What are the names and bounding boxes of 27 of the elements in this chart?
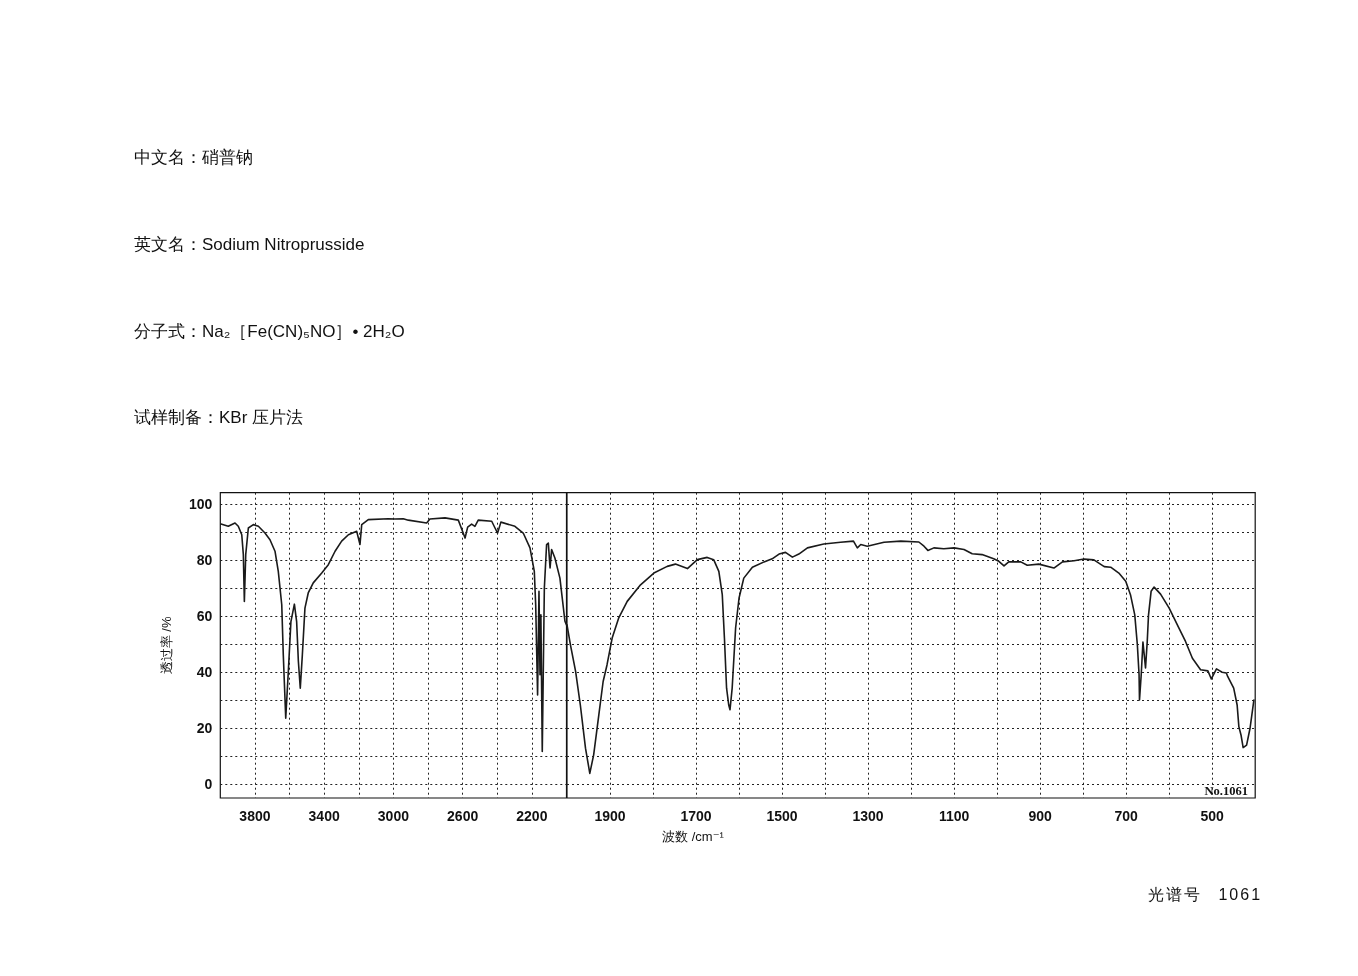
text: 光谱号 1061 xyxy=(1148,885,1263,905)
x-tick-label: 1100 xyxy=(938,808,970,824)
x-tick-label: 900 xyxy=(1027,808,1052,824)
chart-title: 中文名：硝普钠 xyxy=(134,148,253,169)
y-tick-label: 20 xyxy=(196,719,213,736)
x-tick-label: 1300 xyxy=(852,808,884,824)
x-tick-label: 3800 xyxy=(239,808,271,824)
x-tick-label: 500 xyxy=(1200,808,1224,824)
x-tick-label: 700 xyxy=(1113,808,1138,824)
y-tick-label: 100 xyxy=(188,495,213,512)
y-tick-label: 40 xyxy=(196,663,213,680)
y-axis-title: 透过率 /% xyxy=(159,616,175,675)
x-tick-label: 1500 xyxy=(765,808,798,824)
x-tick-label: 1900 xyxy=(593,808,626,824)
annotation: No.1061 xyxy=(1204,784,1248,799)
y-tick-label: 80 xyxy=(196,551,213,568)
y-tick-label: 60 xyxy=(196,607,213,624)
text: 试样制备：KBr 压片法 xyxy=(134,408,304,429)
x-axis-title: 波数 /cm⁻¹ xyxy=(662,829,724,845)
chart-subtitle: 英文名：Sodium Nitroprusside xyxy=(134,235,365,256)
x-tick-label: 1700 xyxy=(679,808,712,824)
x-tick-label: 3000 xyxy=(377,808,410,824)
text: 分子式：Na₂［Fe(CN)₅NO］• 2H₂O xyxy=(134,322,405,343)
x-tick-label: 2200 xyxy=(516,808,548,824)
x-tick-label: 3400 xyxy=(308,808,340,824)
y-tick-label: 0 xyxy=(204,776,213,792)
x-tick-label: 2600 xyxy=(447,808,479,824)
